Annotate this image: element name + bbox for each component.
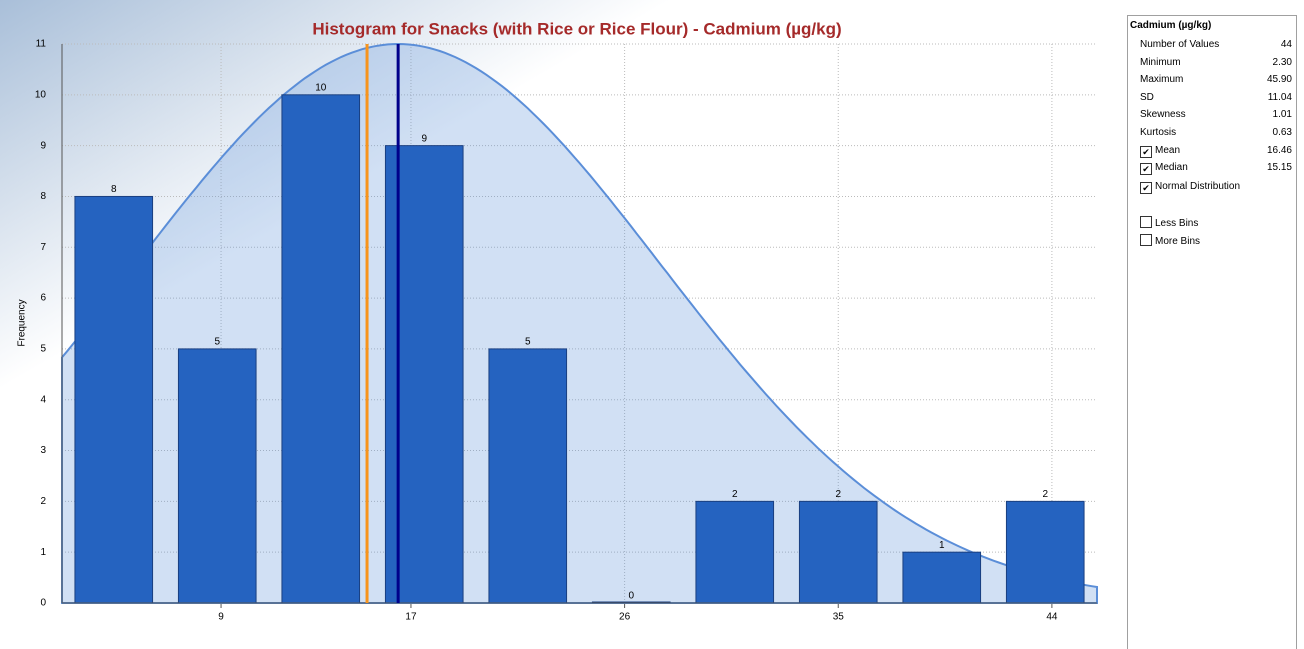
bar-value-label: 5 [214, 337, 220, 348]
checkbox-label[interactable]: Normal Distribution [1155, 181, 1241, 192]
bar [798, 500, 878, 604]
bar-value-label: 10 [315, 82, 327, 93]
y-tick-label: 7 [40, 242, 46, 253]
stat-value: 2.30 [1272, 56, 1292, 68]
bar [1005, 500, 1085, 604]
stat-row: ✔ Median 15.15 [1140, 160, 1292, 176]
y-tick-label: 4 [40, 394, 46, 405]
stat-value: 45.90 [1266, 74, 1292, 86]
y-tick-label: 8 [40, 191, 46, 202]
stat-row: Kurtosis 0.63 [1140, 125, 1292, 141]
x-tick-label: 9 [218, 612, 224, 623]
checkbox[interactable]: ✔ [1140, 163, 1152, 176]
bar [488, 348, 568, 604]
stat-row: SD 11.04 [1140, 90, 1292, 106]
chart: Histogram for Snacks (with Rice or Rice … [0, 0, 1120, 649]
bar [902, 551, 982, 604]
y-tick-label: 11 [36, 39, 47, 50]
stat-value: 44 [1280, 39, 1292, 50]
stat-label: Median [1155, 162, 1188, 174]
stat-label: Maximum [1140, 74, 1184, 86]
stat-label: Kurtosis [1140, 127, 1177, 138]
y-tick-label: 5 [40, 344, 46, 355]
y-tick-label: 2 [40, 496, 46, 507]
stat-label: Skewness [1140, 109, 1186, 121]
stat-value: 16.46 [1266, 144, 1292, 156]
bar-value-label: 2 [835, 489, 841, 500]
y-tick-label: 6 [40, 293, 46, 304]
stat-row: Maximum 45.90 [1140, 72, 1292, 88]
stats-panel: Cadmium (µg/kg) Number of Values 44 Minimum… [1127, 15, 1297, 649]
checkbox[interactable]: ✔ [1140, 145, 1152, 158]
panel-title: Cadmium (µg/kg) [1130, 20, 1212, 31]
bar-value-label: 5 [525, 337, 531, 348]
stat-value: 0.63 [1272, 127, 1292, 138]
bar-value-label: 2 [1042, 489, 1048, 500]
chart-title: Histogram for Snacks (with Rice or Rice … [312, 19, 841, 38]
stat-label: Mean [1155, 144, 1181, 156]
bar-value-label: 2 [732, 489, 738, 500]
stat-row: Minimum 2.30 [1140, 55, 1292, 71]
x-tick-label: 26 [619, 612, 631, 623]
stat-row: ✔ Mean 16.46 [1140, 143, 1292, 159]
stat-value: 15.15 [1266, 162, 1292, 174]
y-tick-label: 3 [40, 445, 46, 456]
y-tick-label: 1 [40, 547, 46, 558]
stat-row: Skewness 1.01 [1140, 107, 1292, 123]
checkbox-label[interactable]: More Bins [1155, 236, 1201, 247]
bar-value-label: 8 [111, 184, 117, 195]
checkbox-row: More Bins [1140, 234, 1292, 250]
checkbox-label[interactable]: Less Bins [1155, 218, 1199, 229]
x-tick-label: 17 [405, 612, 417, 623]
checkbox[interactable] [1140, 216, 1152, 228]
bar-value-label: 9 [421, 133, 427, 144]
checkbox-row: Less Bins [1140, 216, 1292, 232]
bar [695, 500, 775, 604]
y-axis-label: Frequency [17, 299, 28, 346]
bar-value-label: 1 [939, 540, 945, 551]
checkbox[interactable] [1140, 234, 1152, 246]
y-tick-label: 0 [40, 598, 46, 609]
y-tick-label: 10 [35, 89, 47, 100]
x-tick-label: 35 [833, 612, 845, 623]
stat-label: Minimum [1140, 56, 1181, 68]
stat-label: Number of Values [1140, 39, 1220, 50]
bar [177, 348, 257, 604]
x-tick-label: 44 [1046, 612, 1058, 623]
bar-value-label: 0 [628, 591, 634, 602]
checkbox[interactable]: ✔ [1140, 182, 1152, 194]
stat-label: SD [1140, 91, 1154, 103]
y-tick-label: 9 [40, 140, 46, 151]
stat-value: 1.01 [1272, 109, 1292, 121]
bar [74, 195, 154, 604]
checkbox-row: ✔ Normal Distribution [1140, 179, 1292, 195]
bar [281, 94, 361, 604]
stat-row: Number of Values 44 [1140, 37, 1292, 53]
stat-value: 11.04 [1267, 91, 1292, 103]
